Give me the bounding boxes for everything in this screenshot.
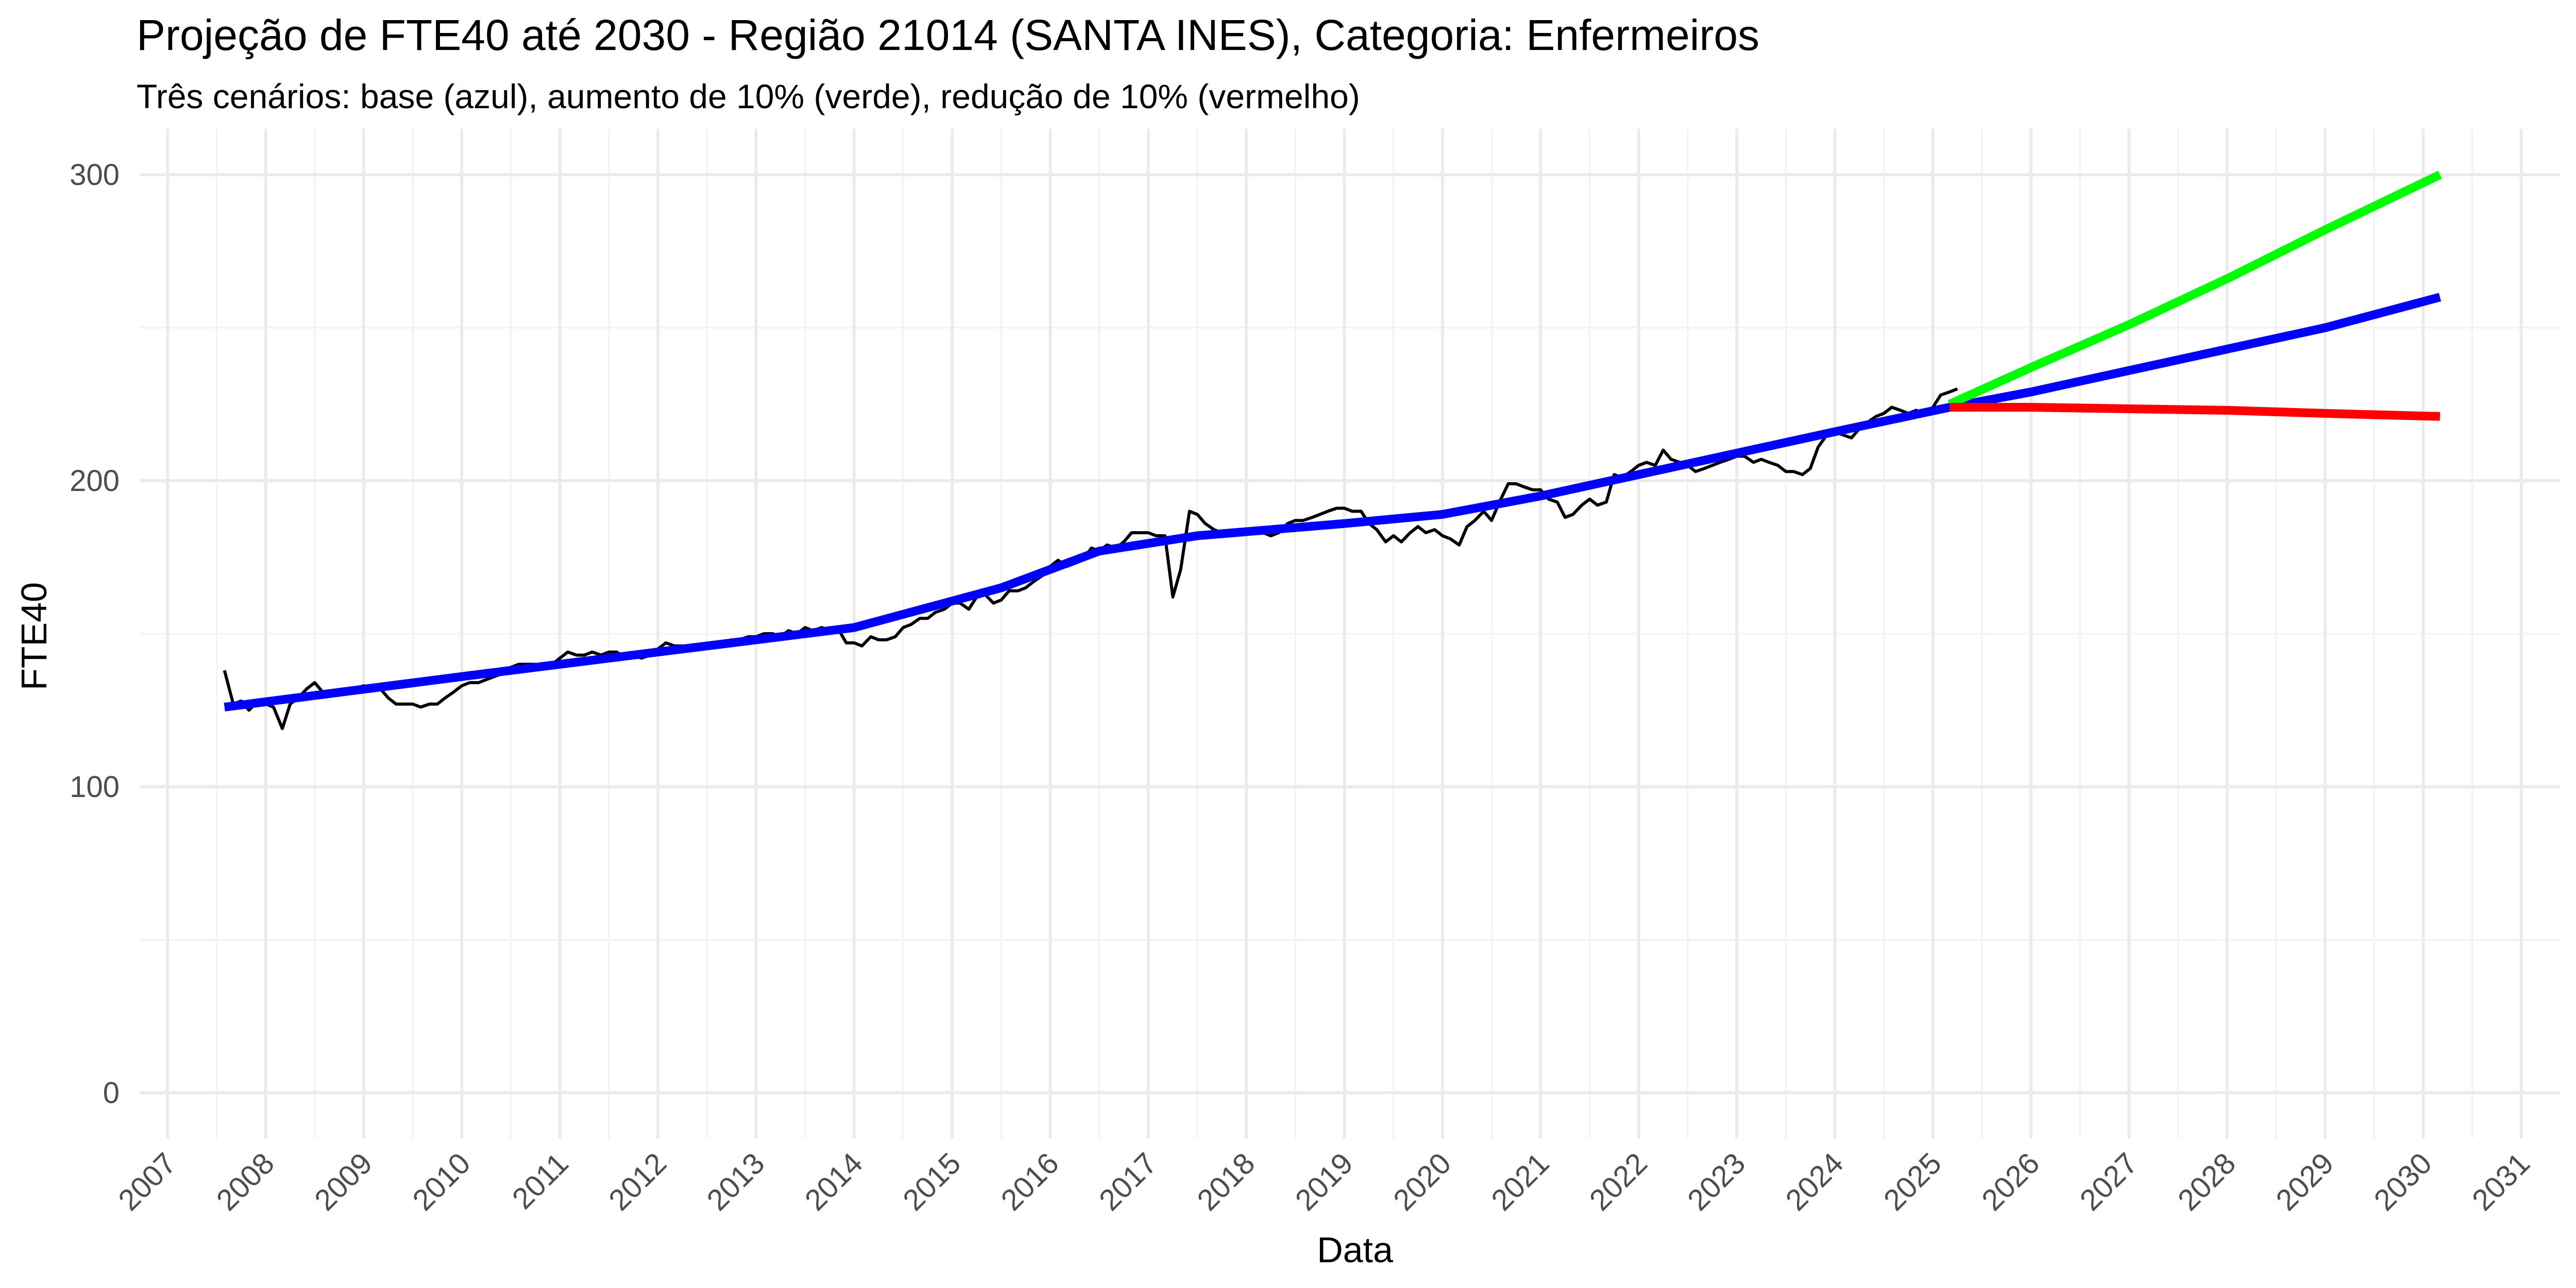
x-tick-label: 2014 (799, 1146, 869, 1217)
x-axis-title: Data (1317, 1230, 1393, 1270)
series-lines (223, 171, 2442, 731)
x-tick-label: 2029 (2269, 1146, 2340, 1217)
x-tick-label: 2011 (506, 1146, 575, 1215)
x-tick-label: 2009 (308, 1146, 379, 1217)
x-tick-label: 2018 (1191, 1146, 1261, 1217)
x-tick-label: 2031 (2466, 1146, 2536, 1217)
x-tick-label: 2019 (1289, 1146, 1360, 1217)
x-tick-label: 2022 (1583, 1146, 1654, 1217)
x-tick-label: 2021 (1485, 1146, 1555, 1217)
y-tick-label: 100 (70, 770, 120, 804)
x-tick-label: 2030 (2367, 1146, 2438, 1217)
y-tick-label: 300 (70, 158, 120, 192)
series-line-4 (1950, 403, 2441, 421)
y-tick-label: 200 (70, 464, 120, 498)
x-tick-label: 2013 (700, 1146, 771, 1217)
y-tick-label: 0 (103, 1076, 120, 1110)
x-tick-label: 2015 (896, 1146, 967, 1217)
x-tick-label: 2024 (1779, 1146, 1850, 1217)
chart-title: Projeção de FTE40 até 2030 - Região 2101… (137, 11, 1759, 59)
series-line-3 (1947, 171, 2442, 409)
series-line-2 (224, 293, 2442, 711)
x-tick-label: 2026 (1975, 1146, 2046, 1217)
y-axis-title: FTE40 (14, 582, 54, 690)
x-tick-labels: 2007 2008 2009 2010 2011 2012 2013 2014 2015 2016… (112, 1146, 2536, 1217)
x-tick-label: 2028 (2172, 1146, 2242, 1217)
x-tick-label: 2027 (2073, 1146, 2144, 1217)
x-tick-label: 2008 (210, 1146, 281, 1217)
x-tick-label: 2010 (406, 1146, 477, 1217)
y-tick-labels: 0 100 200 300 (70, 158, 120, 1110)
x-tick-label: 2023 (1681, 1146, 1752, 1217)
x-tick-label: 2012 (602, 1146, 673, 1217)
x-tick-label: 2017 (1093, 1146, 1163, 1217)
x-tick-label: 2025 (1877, 1146, 1948, 1217)
chart-subtitle: Três cenários: base (azul), aumento de 1… (137, 77, 1360, 115)
x-tick-label: 2020 (1387, 1146, 1458, 1217)
x-tick-label: 2007 (112, 1146, 182, 1217)
grid (140, 129, 2561, 1139)
x-tick-label: 2016 (995, 1146, 1065, 1217)
